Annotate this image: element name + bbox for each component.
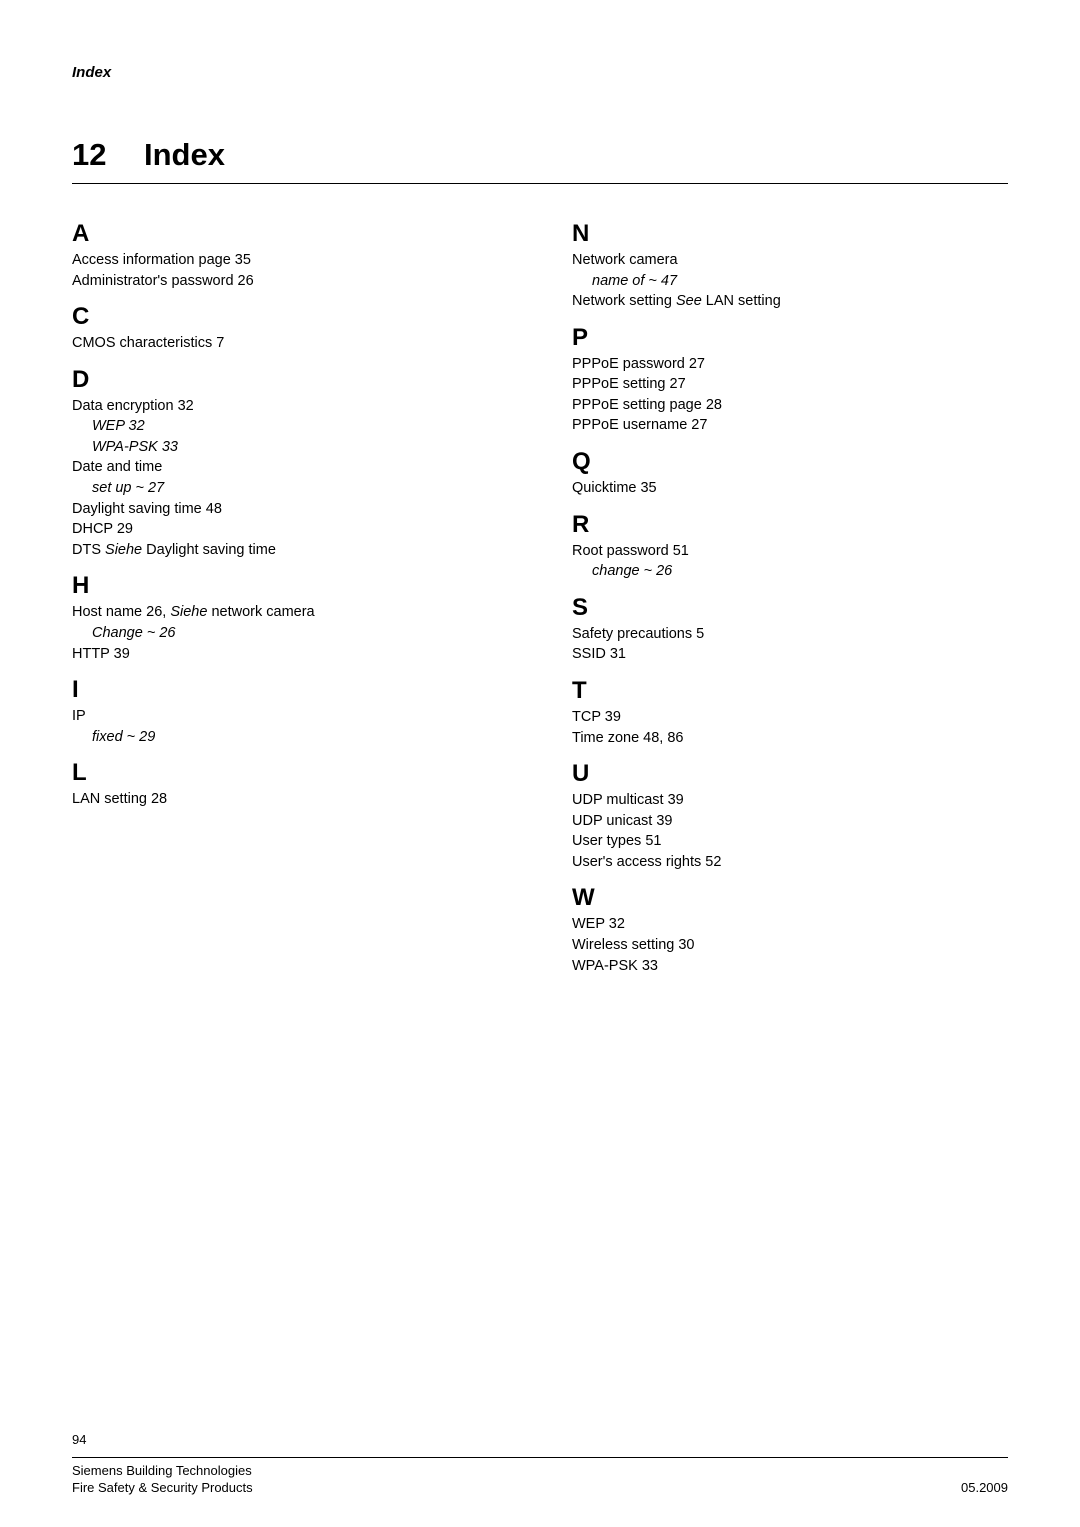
index-entry: WEP 32	[572, 914, 1008, 935]
index-letter: P	[572, 324, 1008, 352]
index-letter: I	[72, 676, 508, 704]
chapter-title-text: Index	[144, 137, 225, 172]
index-entry: Daylight saving time 48	[72, 499, 508, 520]
index-letter: N	[572, 220, 1008, 248]
index-entry: Network camera	[572, 250, 1008, 271]
index-letter: Q	[572, 448, 1008, 476]
index-entry: User's access rights 52	[572, 852, 1008, 873]
index-subentry: Change ~ 26	[92, 623, 508, 644]
footer-line2-left: Fire Safety & Security Products	[72, 1479, 253, 1497]
index-letter: U	[572, 760, 1008, 788]
index-letter: H	[72, 572, 508, 600]
index-entry: HTTP 39	[72, 644, 508, 665]
index-entry: Host name 26, Siehe network camera	[72, 602, 508, 623]
index-subentry: fixed ~ 29	[92, 727, 508, 748]
heading-rule	[72, 183, 1008, 184]
index-entry: Time zone 48, 86	[572, 728, 1008, 749]
footer-page-number: 94	[72, 1432, 1008, 1447]
page-footer: 94 Siemens Building Technologies Fire Sa…	[72, 1432, 1008, 1497]
footer-line2-right: 05.2009	[961, 1479, 1008, 1497]
index-letter: W	[572, 884, 1008, 912]
index-entry: PPPoE setting page 28	[572, 395, 1008, 416]
index-entry: Access information page 35	[72, 250, 508, 271]
chapter-heading: 12Index	[72, 137, 1008, 173]
running-head: Index	[72, 64, 1008, 81]
index-letter: D	[72, 366, 508, 394]
index-entry: DTS Siehe Daylight saving time	[72, 540, 508, 561]
index-entry: IP	[72, 706, 508, 727]
index-letter: L	[72, 759, 508, 787]
index-entry: PPPoE setting 27	[572, 374, 1008, 395]
index-entry: UDP multicast 39	[572, 790, 1008, 811]
index-subentry: WPA-PSK 33	[92, 437, 508, 458]
index-entry: TCP 39	[572, 707, 1008, 728]
index-entry: LAN setting 28	[72, 789, 508, 810]
index-entry: Wireless setting 30	[572, 935, 1008, 956]
index-letter: T	[572, 677, 1008, 705]
index-entry: DHCP 29	[72, 519, 508, 540]
index-column-left: AAccess information page 35Administrator…	[72, 220, 508, 976]
index-entry: Safety precautions 5	[572, 624, 1008, 645]
footer-line1-left: Siemens Building Technologies	[72, 1462, 252, 1480]
chapter-number: 12	[72, 137, 144, 173]
index-entry: Date and time	[72, 457, 508, 478]
index-entry: PPPoE username 27	[572, 415, 1008, 436]
index-subentry: set up ~ 27	[92, 478, 508, 499]
index-column-right: NNetwork cameraname of ~ 47Network setti…	[572, 220, 1008, 976]
index-entry: Root password 51	[572, 541, 1008, 562]
index-letter: S	[572, 594, 1008, 622]
index-entry: CMOS characteristics 7	[72, 333, 508, 354]
index-columns: AAccess information page 35Administrator…	[72, 220, 1008, 976]
index-letter: C	[72, 303, 508, 331]
index-entry: Administrator's password 26	[72, 271, 508, 292]
index-entry: Data encryption 32	[72, 396, 508, 417]
index-entry: PPPoE password 27	[572, 354, 1008, 375]
footer-rule	[72, 1457, 1008, 1458]
index-entry: UDP unicast 39	[572, 811, 1008, 832]
index-entry: Quicktime 35	[572, 478, 1008, 499]
index-subentry: WEP 32	[92, 416, 508, 437]
index-subentry: name of ~ 47	[592, 271, 1008, 292]
index-entry: User types 51	[572, 831, 1008, 852]
index-entry: WPA-PSK 33	[572, 956, 1008, 977]
index-letter: R	[572, 511, 1008, 539]
index-subentry: change ~ 26	[592, 561, 1008, 582]
index-letter: A	[72, 220, 508, 248]
index-entry: SSID 31	[572, 644, 1008, 665]
index-entry: Network setting See LAN setting	[572, 291, 1008, 312]
